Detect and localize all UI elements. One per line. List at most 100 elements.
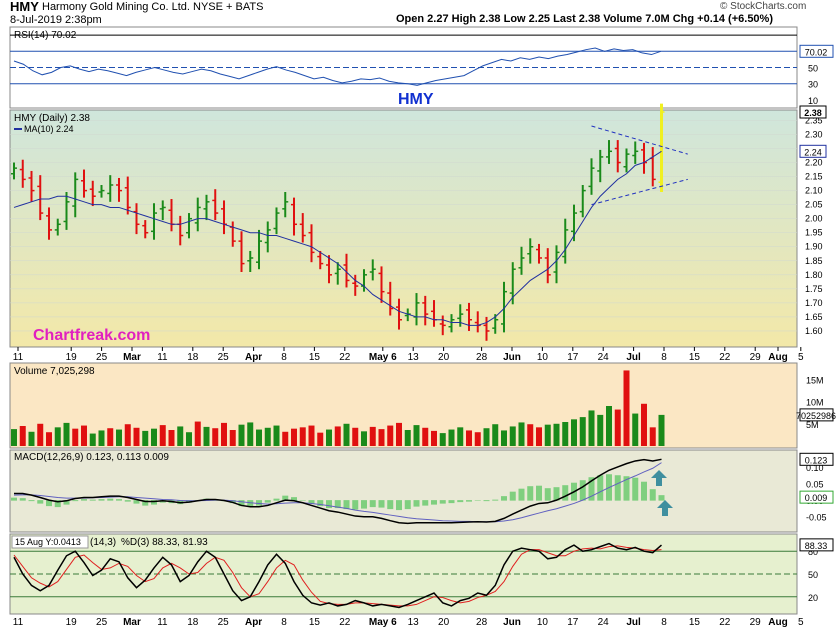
volume-bar [466,430,472,446]
macd-histogram-bar [343,500,350,510]
bottom-x-tick-label: Aug [768,617,787,628]
macd-histogram-bar [413,500,420,507]
volume-bar [221,422,227,446]
volume-legend: Volume 7,025,298 [14,366,95,377]
bottom-x-tick-label: 10 [537,617,549,628]
macd-panel-background [9,449,798,533]
price-bar [72,172,79,218]
x-tick-label: 29 [750,352,762,363]
macd-histogram-bar [536,485,542,501]
volume-bar [623,370,630,446]
volume-bar [203,426,210,446]
macd-histogram-bar [11,497,17,501]
price-bar [133,203,140,235]
macd-histogram-bar [352,500,359,510]
price-bar [212,189,219,221]
price-y-tick: 1.95 [805,228,823,238]
volume-bar [28,431,35,446]
price-bar [422,295,429,326]
hmy-annotation: HMY [398,91,434,108]
macd-histogram-bar [579,480,586,501]
stoch-params-label: (14,3) [90,537,116,548]
x-tick-label: 25 [218,352,230,363]
stoch-tooltip-box [11,535,89,549]
bottom-x-tick-label: 8 [281,617,287,628]
macd-histogram-bar [247,500,254,507]
x-tick-label: 11 [157,352,168,363]
volume-bar [457,427,464,446]
price-y-tick: 1.75 [805,284,823,294]
x-tick-label: 20 [438,352,450,363]
stoch-d-line [13,545,662,607]
price-bar [518,246,525,275]
x-tick-label: 10 [537,352,549,363]
volume-bar [11,429,17,446]
macd-histogram-bar [396,500,402,511]
price-bar [89,180,96,207]
price-bar [63,192,70,230]
price-y-tick: 1.60 [805,326,823,336]
price-bar [632,141,639,164]
macd-y-tick: -0.05 [806,513,827,523]
price-bar [159,200,166,221]
price-y-tick: 2.00 [805,214,823,224]
price-y-tick: 2.30 [805,129,823,139]
volume-bar [396,422,402,446]
volume-bar [317,432,324,446]
price-bar [597,149,604,183]
rsi-last-value: 70.02 [805,47,828,57]
x-tick-label: 22 [339,352,351,363]
price-y-tick: 1.80 [805,270,823,280]
bottom-x-tick-label: 29 [750,617,762,628]
price-bar [439,315,446,336]
macd-histogram-bar [81,499,87,501]
volume-bar [369,426,376,446]
stoch-k-line [13,542,662,609]
volume-bar [439,433,446,446]
macd-last-box [799,452,834,466]
volume-bar [404,430,411,446]
price-bar [562,218,569,264]
price-bar [98,184,105,198]
price-y-tick: 1.85 [805,256,823,266]
volume-bar [72,428,79,446]
symbol-label: HMY [10,0,39,14]
volume-y-tick: 15M [806,375,824,385]
price-bar [238,231,245,273]
stoch-y-tick: 80 [808,547,818,557]
macd-histogram-bar [439,500,446,504]
volume-bar [474,432,481,446]
price-bar [247,250,254,273]
x-tick-label: 18 [187,352,199,363]
macd-histogram-bar [308,500,315,504]
price-bar [116,177,122,202]
credit-label: © StockCharts.com [720,1,807,12]
bottom-x-tick-label: Jun [503,617,521,628]
bottom-x-tick-label: 15 [309,617,321,628]
rsi-panel-background [9,26,798,109]
volume-bar [544,424,551,446]
macd-histogram-bar [474,500,481,501]
volume-bar [553,423,560,446]
price-bar [536,243,542,264]
volume-bar [579,417,586,446]
hist-last-box [799,490,834,504]
volume-bar [291,428,297,446]
price-y-tick: 2.35 [805,115,823,125]
volume-y-tick: 10M [806,398,824,408]
volume-bar [571,419,577,446]
volume-bar [46,432,52,446]
macd-histogram-bar [124,500,131,502]
bottom-x-tick-label: 25 [96,617,108,628]
macd-histogram-bar [238,500,245,507]
rsi-y-tick: 50 [808,64,818,74]
volume-bar [588,410,595,446]
bottom-x-tick-label: Jul [626,617,641,628]
macd-histogram-bar [291,497,297,501]
volume-bar [238,424,245,446]
x-tick-label: 28 [476,352,488,363]
macd-histogram-bar [116,499,122,501]
bottom-x-tick-label: 11 [13,617,24,628]
macd-histogram-bar [431,500,437,505]
